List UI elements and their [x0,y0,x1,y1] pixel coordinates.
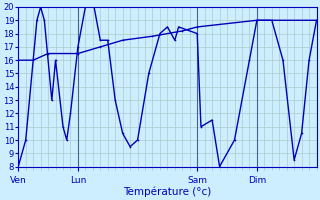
X-axis label: Température (°c): Température (°c) [123,186,212,197]
